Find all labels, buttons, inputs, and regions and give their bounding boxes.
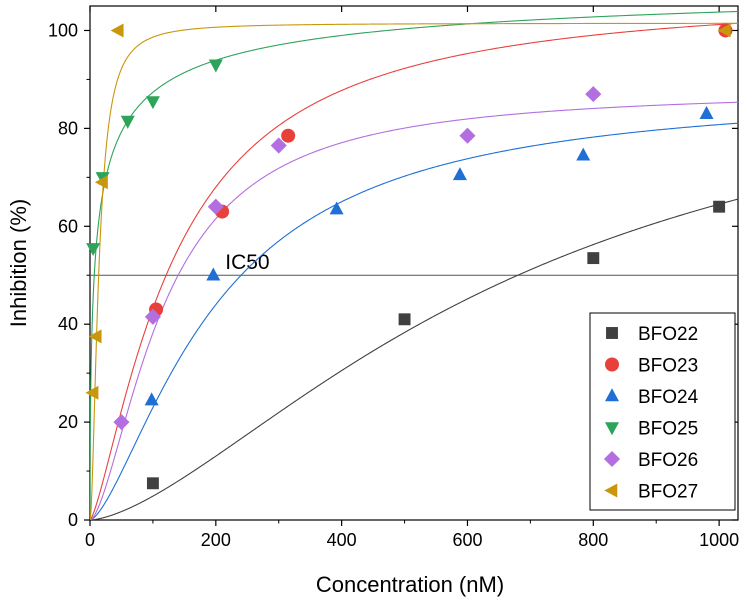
y-axis-title: Inhibition (%): [6, 199, 31, 327]
legend-label-bfo22: BFO22: [638, 324, 698, 345]
legend-marker-bfo24: [605, 388, 619, 402]
data-point-bfo24: [452, 167, 467, 181]
legend-label-bfo23: BFO23: [638, 356, 698, 377]
data-point-bfo24: [329, 201, 344, 215]
legend-marker-bfo23: [605, 357, 619, 372]
data-point-bfo26: [459, 127, 476, 144]
plot-frame: [89, 5, 739, 521]
y-tick-label: 0: [68, 510, 78, 530]
x-tick-label: 400: [327, 530, 357, 550]
data-point-bfo22: [146, 477, 159, 490]
data-point-bfo25: [86, 243, 101, 257]
data-point-bfo24: [699, 105, 714, 119]
fit-curve-bfo23: [90, 22, 738, 520]
fit-curve-bfo22: [90, 198, 738, 520]
legend-label-bfo27: BFO27: [638, 482, 698, 503]
data-point-bfo25: [145, 96, 160, 110]
data-point-bfo27: [88, 329, 102, 344]
data-point-bfo26: [270, 137, 287, 154]
y-tick-label: 40: [58, 314, 78, 334]
ic50-label: IC50: [225, 251, 269, 274]
y-tick-label: 100: [48, 20, 78, 40]
legend-marker-bfo22: [606, 327, 618, 339]
y-tick-label: 20: [58, 412, 78, 432]
data-point-bfo23: [281, 128, 296, 143]
data-point-bfo22: [398, 313, 411, 326]
data-point-bfo22: [587, 252, 600, 265]
y-tick-label: 60: [58, 216, 78, 236]
fit-curve-bfo24: [90, 122, 738, 520]
data-point-bfo25: [208, 59, 223, 73]
y-tick-label: 80: [58, 118, 78, 138]
data-point-bfo24: [206, 267, 221, 281]
data-point-bfo26: [113, 414, 130, 431]
legend-label-bfo26: BFO26: [638, 450, 698, 471]
x-axis-title: Concentration (nM): [316, 572, 504, 597]
legend-marker-bfo26: [603, 450, 621, 468]
data-point-bfo24: [576, 147, 591, 161]
legend-label-bfo24: BFO24: [638, 387, 699, 408]
legend-marker-bfo25: [605, 422, 619, 436]
data-point-bfo26: [585, 86, 602, 103]
legend: [589, 312, 736, 511]
data-point-bfo27: [94, 175, 108, 190]
x-tick-label: 200: [201, 530, 231, 550]
x-tick-label: 0: [85, 530, 95, 550]
legend-label-bfo25: BFO25: [638, 419, 698, 440]
data-point-bfo27: [717, 23, 731, 38]
x-tick-label: 600: [452, 530, 482, 550]
data-point-bfo24: [144, 392, 159, 406]
x-tick-label: 800: [578, 530, 608, 550]
x-tick-label: 1000: [699, 530, 739, 550]
data-point-bfo27: [85, 385, 99, 400]
fit-curve-bfo26: [90, 101, 738, 520]
legend-marker-bfo27: [604, 483, 618, 498]
data-point-bfo26: [207, 198, 224, 215]
data-point-bfo26: [144, 308, 161, 325]
data-point-bfo25: [120, 115, 135, 129]
data-point-bfo22: [713, 200, 726, 213]
data-point-bfo27: [110, 23, 124, 38]
